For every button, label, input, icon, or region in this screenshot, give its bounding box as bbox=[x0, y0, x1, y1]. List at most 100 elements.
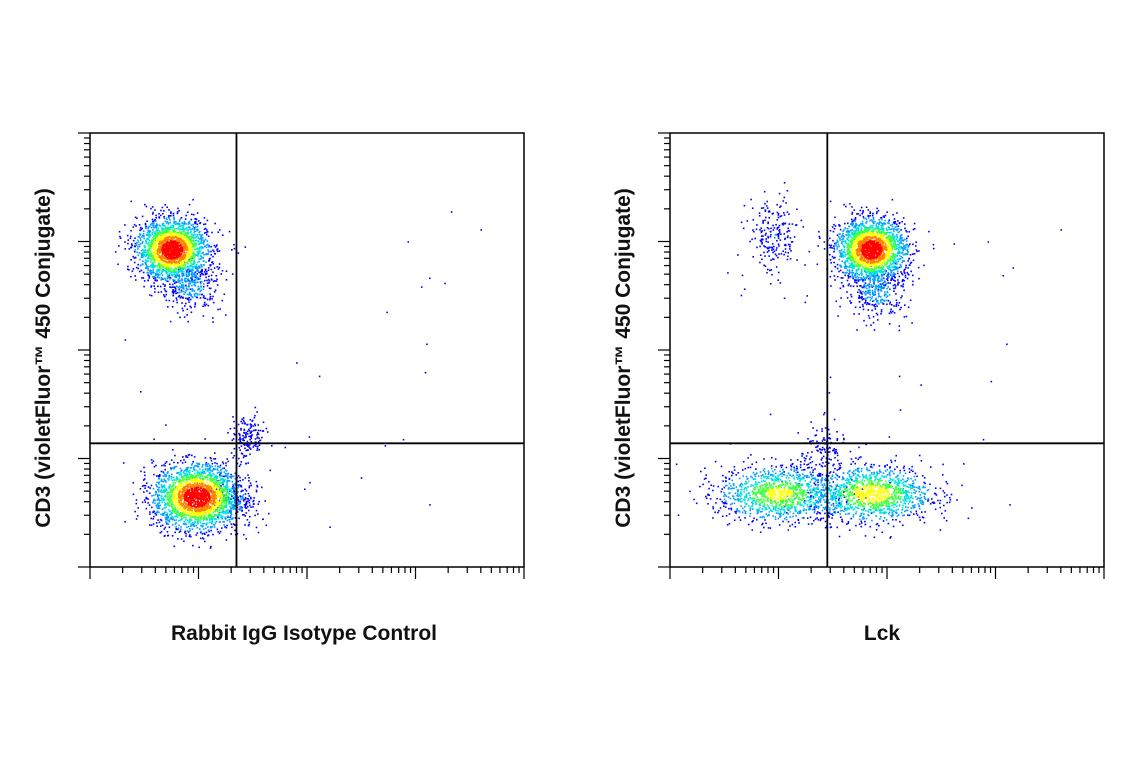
event-dot bbox=[210, 268, 213, 271]
event-dot bbox=[196, 465, 199, 468]
event-dot bbox=[170, 274, 173, 276]
event-dot bbox=[158, 256, 160, 258]
event-dot bbox=[233, 488, 235, 491]
event-dot bbox=[174, 486, 177, 489]
event-dot bbox=[171, 242, 174, 244]
event-dot bbox=[231, 475, 234, 478]
event-dot bbox=[221, 527, 223, 529]
event-dot bbox=[174, 495, 177, 497]
event-dot bbox=[229, 501, 232, 503]
event-dot bbox=[163, 488, 166, 491]
event-dot bbox=[147, 265, 149, 268]
event-dot bbox=[167, 258, 169, 260]
event-dot bbox=[229, 427, 232, 430]
event-dot bbox=[151, 501, 154, 504]
event-dot bbox=[167, 306, 169, 308]
event-dot bbox=[138, 252, 141, 254]
event-dot bbox=[183, 474, 186, 477]
event-dot bbox=[161, 269, 163, 272]
event-dot bbox=[165, 503, 167, 505]
event-dot bbox=[242, 438, 244, 440]
event-dot bbox=[156, 511, 159, 514]
event-dot bbox=[195, 480, 197, 482]
event-dot bbox=[198, 271, 200, 274]
event-dot bbox=[146, 490, 148, 492]
event-dot bbox=[177, 501, 180, 503]
event-dot bbox=[231, 273, 234, 275]
event-dot bbox=[182, 242, 185, 245]
event-dot bbox=[140, 239, 142, 241]
event-dot bbox=[158, 243, 160, 245]
event-dot bbox=[178, 499, 180, 502]
event-dot bbox=[175, 222, 178, 225]
event-dot bbox=[199, 537, 202, 540]
event-dot bbox=[216, 469, 219, 471]
event-dot bbox=[184, 291, 186, 294]
event-dot bbox=[163, 486, 166, 488]
event-dot bbox=[218, 504, 221, 507]
event-dot bbox=[164, 232, 166, 234]
event-dot bbox=[209, 475, 212, 477]
event-dot bbox=[187, 484, 189, 487]
event-dot bbox=[204, 505, 206, 507]
event-dot bbox=[190, 255, 192, 258]
event-dot bbox=[187, 478, 189, 481]
event-dot bbox=[215, 508, 218, 511]
event-dot bbox=[192, 223, 194, 226]
event-dot bbox=[174, 502, 176, 504]
event-dot bbox=[234, 496, 236, 499]
event-dot bbox=[181, 222, 184, 225]
event-dot bbox=[153, 238, 155, 240]
event-dot bbox=[179, 485, 182, 488]
event-dot bbox=[153, 438, 155, 441]
event-dot bbox=[216, 485, 218, 488]
event-dot bbox=[225, 470, 228, 472]
event-dot bbox=[191, 284, 193, 287]
event-dot bbox=[208, 280, 211, 282]
event-dot bbox=[192, 262, 195, 265]
event-dot bbox=[192, 273, 194, 276]
event-dot bbox=[172, 226, 174, 229]
event-dot bbox=[202, 516, 205, 519]
event-dot bbox=[237, 423, 240, 426]
event-dot bbox=[211, 486, 214, 488]
event-dot bbox=[167, 470, 169, 473]
event-dot bbox=[171, 479, 174, 482]
event-dot bbox=[223, 497, 225, 500]
event-dot bbox=[167, 498, 170, 501]
event-dot bbox=[188, 478, 191, 480]
event-dot bbox=[160, 530, 163, 533]
event-dot bbox=[143, 491, 145, 493]
event-dot bbox=[233, 490, 235, 493]
event-dot bbox=[195, 265, 197, 268]
event-dot bbox=[149, 264, 152, 267]
event-dot bbox=[424, 371, 427, 374]
event-dot bbox=[222, 482, 224, 484]
event-dot bbox=[209, 295, 212, 298]
event-dot bbox=[132, 226, 135, 228]
event-dot bbox=[160, 263, 162, 265]
event-dot bbox=[184, 264, 186, 266]
event-dot bbox=[177, 295, 180, 298]
event-dot bbox=[200, 518, 202, 520]
event-dot bbox=[193, 515, 196, 518]
event-dot bbox=[186, 229, 188, 231]
event-dot bbox=[215, 275, 218, 277]
event-dot bbox=[175, 297, 178, 299]
event-dot bbox=[228, 480, 231, 482]
event-dot bbox=[169, 488, 172, 491]
event-dot bbox=[198, 482, 201, 485]
event-dot bbox=[162, 489, 165, 492]
event-dot bbox=[243, 436, 245, 439]
event-dot bbox=[174, 504, 176, 506]
event-dot bbox=[170, 512, 172, 515]
event-dot bbox=[170, 215, 172, 217]
event-dot bbox=[168, 474, 170, 477]
event-dot bbox=[158, 511, 160, 514]
event-dot bbox=[223, 293, 226, 295]
event-dot bbox=[244, 422, 247, 425]
event-dot bbox=[184, 236, 187, 239]
event-dot bbox=[167, 238, 170, 241]
event-dot bbox=[202, 285, 205, 288]
event-dot bbox=[214, 222, 216, 225]
